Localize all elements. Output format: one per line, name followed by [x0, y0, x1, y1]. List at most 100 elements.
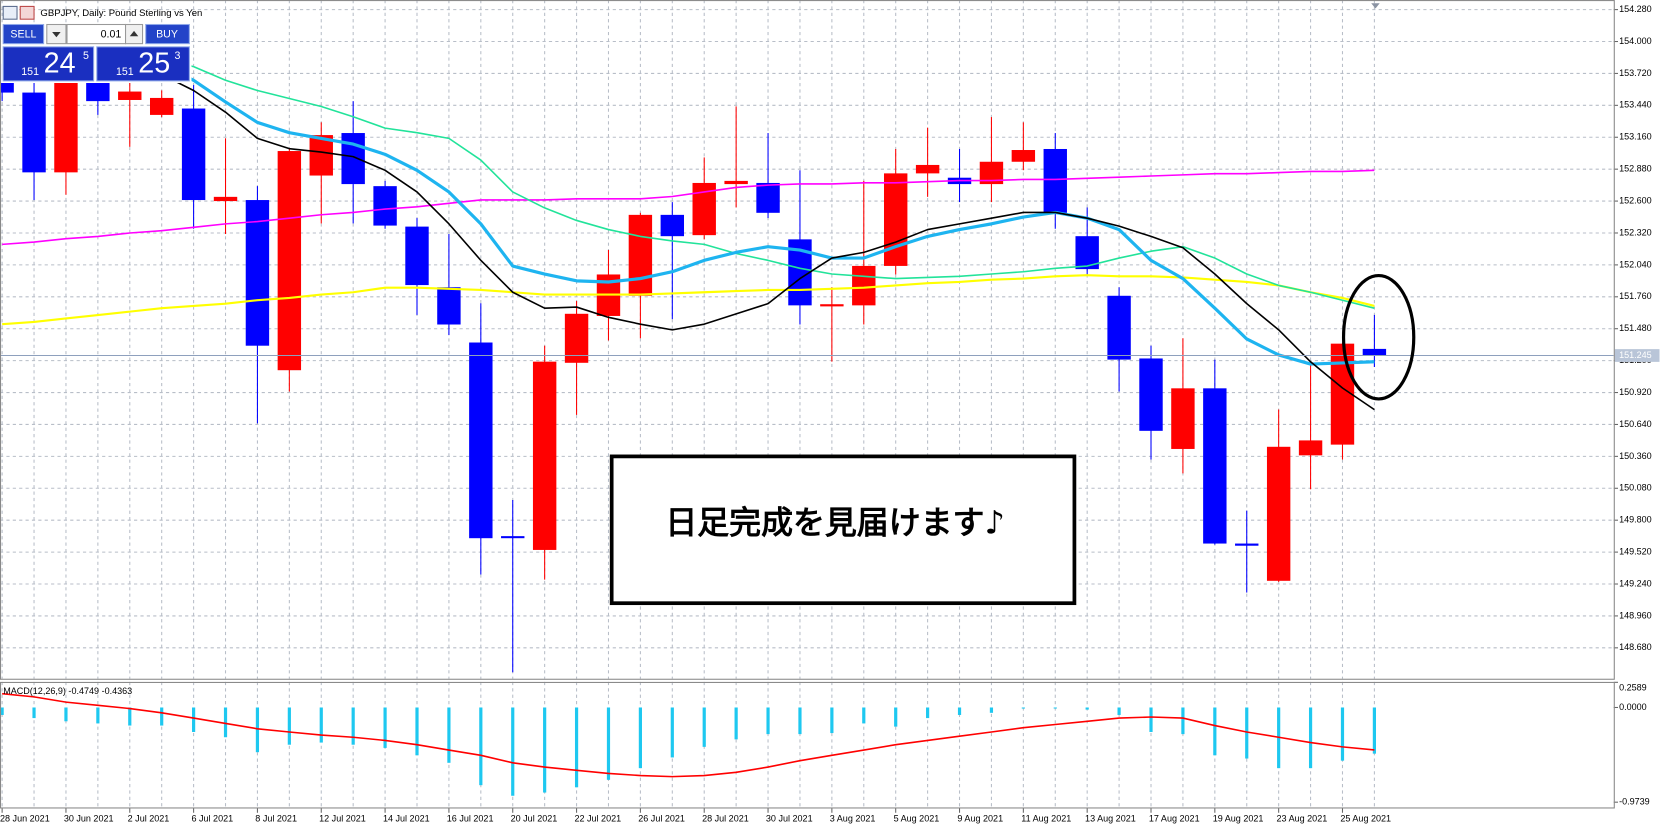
y-tick-label: 150.640 [1619, 419, 1652, 429]
macd-bar [223, 707, 228, 738]
candle-body [1107, 295, 1131, 360]
y-tick-label: 150.920 [1619, 387, 1652, 397]
moving-average [2, 274, 1375, 326]
macd-bar [351, 707, 355, 745]
macd-bar [319, 707, 323, 743]
macd-bar [192, 707, 196, 732]
chart-title: GBPJPY, Daily: Pound Sterling vs Yen [40, 8, 202, 19]
x-tick-label: 28 Jun 2021 [0, 814, 50, 824]
macd-bar [1213, 707, 1217, 756]
macd-bar [766, 707, 770, 735]
y-tick-label: 152.040 [1619, 259, 1652, 269]
macd-bar [702, 707, 706, 747]
price-frame [0, 0, 1615, 680]
candle-body [373, 186, 397, 226]
y-tick-label: 153.440 [1619, 100, 1652, 110]
x-tick-label: 13 Aug 2021 [1085, 814, 1136, 824]
sell-pips: 24 [44, 48, 76, 80]
macd-bar [1021, 707, 1025, 709]
candle-body [1043, 148, 1067, 213]
annotation-text: 日足完成を見届けます♪ [665, 503, 1004, 541]
candle-body [22, 92, 46, 173]
y-tick-label: 0.0000 [1619, 702, 1647, 712]
x-tick-label: 9 Aug 2021 [957, 814, 1003, 824]
x-tick-label: 23 Aug 2021 [1277, 814, 1328, 824]
y-tick-label: 154.000 [1619, 36, 1652, 46]
y-tick-label: 154.280 [1619, 4, 1652, 14]
current-price-label: 151.245 [1619, 350, 1652, 360]
buy-label: BUY [156, 28, 178, 40]
macd-bar [415, 707, 419, 756]
candle-body [149, 97, 174, 115]
macd-bar [957, 707, 962, 715]
buy-button[interactable] [145, 23, 190, 45]
x-tick-label: 20 Jul 2021 [511, 814, 558, 824]
macd-frame [0, 681, 1615, 809]
axes: 154.280 154.000 153.720 153.440 153.160 152.8… [0, 4, 1660, 824]
macd-bar [0, 707, 4, 715]
candle-body [181, 108, 206, 201]
y-tick-label: 148.680 [1619, 642, 1652, 652]
y-tick-label: 0.2589 [1619, 683, 1647, 693]
y-tick-label: 151.480 [1619, 323, 1652, 333]
y-tick-label: 153.160 [1619, 132, 1652, 142]
candle-body [1171, 388, 1195, 449]
macd-label: MACD(12,26,9) -0.4749 -0.4363 [3, 686, 132, 696]
moving-average [161, 73, 1375, 411]
macd-bar [287, 707, 291, 745]
candle-body [660, 214, 685, 237]
candle-body [820, 304, 844, 307]
y-tick-label: 151.760 [1619, 291, 1652, 301]
candle-body [979, 161, 1004, 185]
sell-point: 5 [83, 50, 89, 62]
macd-bar [830, 707, 834, 734]
chart-icon [19, 5, 35, 20]
current-price-tag [1614, 349, 1660, 362]
candle-body [469, 342, 493, 539]
macd-bar [862, 707, 866, 724]
macd-bar [1245, 707, 1249, 759]
x-tick-label: 5 Aug 2021 [894, 814, 940, 824]
macd-bar [128, 707, 132, 726]
macd-bar [255, 707, 260, 753]
x-tick-label: 11 Aug 2021 [1021, 814, 1071, 824]
macd-bar [1181, 707, 1185, 735]
highlight-ellipse [1341, 273, 1416, 401]
candle-body [1011, 150, 1036, 162]
candle-body [883, 173, 908, 266]
spinner-arrow [129, 30, 139, 37]
dropdown-arrow [52, 31, 61, 38]
candle-body [245, 200, 270, 346]
sell-price-box[interactable] [2, 46, 95, 82]
price-plot [0, 31, 1614, 673]
x-tick-label: 19 Aug 2021 [1213, 814, 1264, 824]
candle-body [1139, 358, 1163, 431]
y-tick-label: -0.9739 [1619, 797, 1650, 807]
x-tick-label: 30 Jul 2021 [766, 814, 813, 824]
candle-body [1298, 440, 1323, 456]
x-tick-label: 6 Jul 2021 [191, 814, 233, 824]
macd-plot [0, 692, 1376, 796]
lot-value: 0.01 [101, 28, 122, 40]
macd-bar [1117, 707, 1121, 715]
candle-body [54, 79, 78, 173]
candle-body [852, 265, 876, 306]
macd-bar [511, 707, 515, 796]
candle-body [86, 83, 110, 102]
x-tick-label: 17 Aug 2021 [1149, 814, 1200, 824]
x-tick-label: 12 Jul 2021 [319, 814, 366, 824]
candle-body [1362, 348, 1387, 356]
candle-body [1075, 236, 1099, 270]
candle-body [1203, 388, 1227, 544]
x-tick-label: 26 Jul 2021 [638, 814, 685, 824]
candle-body [309, 135, 333, 176]
candle-body [692, 182, 716, 236]
candle-body [915, 164, 940, 174]
macd-bar [32, 707, 36, 719]
macd-bar [670, 707, 674, 758]
x-tick-label: 16 Jul 2021 [447, 814, 494, 824]
sell-button[interactable] [2, 23, 45, 45]
buy-price-box[interactable] [96, 46, 190, 82]
